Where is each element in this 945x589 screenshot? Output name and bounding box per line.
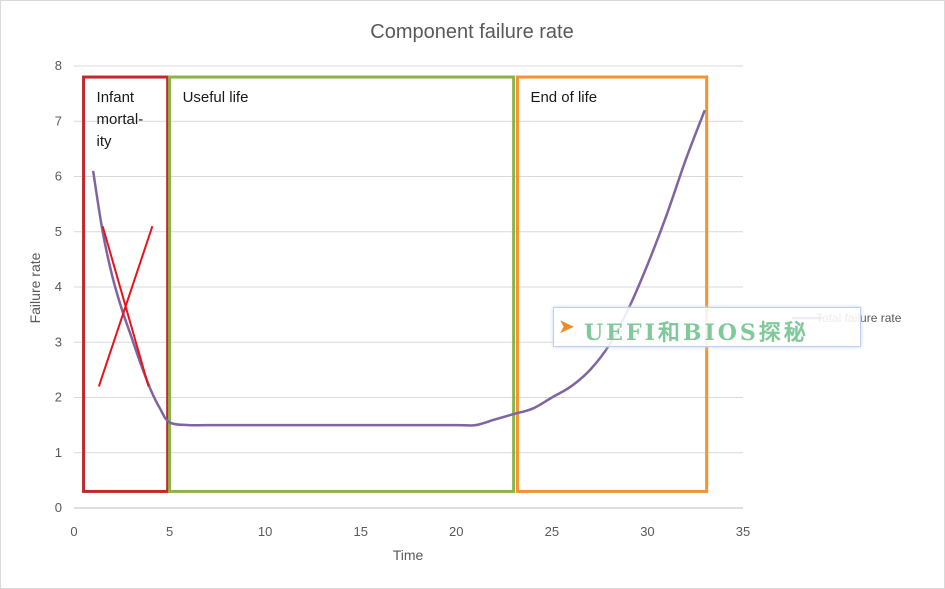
x-tick-label: 10 (258, 524, 272, 539)
rocket-icon: ➤ (558, 316, 575, 338)
x-tick-label: 35 (736, 524, 750, 539)
cross-mark-stroke (101, 225, 150, 387)
y-tick-label: 4 (55, 279, 62, 294)
y-tick-label: 5 (55, 224, 62, 239)
series-lines (91, 109, 706, 427)
x-tick-label: 25 (545, 524, 559, 539)
x-tick-labels: 0 5 10 15 20 25 30 35 (70, 524, 750, 539)
y-tick-label: 6 (55, 169, 62, 184)
y-tick-label: 8 (55, 58, 62, 73)
x-tick-label: 30 (640, 524, 654, 539)
y-tick-labels: 0 1 2 3 4 5 6 7 8 (55, 58, 62, 515)
phase-region-label: mortal- (97, 111, 144, 128)
annotations (97, 225, 154, 387)
phase-region-label: Infant (97, 89, 135, 106)
phase-region-label: End of life (530, 89, 597, 106)
x-tick-label: 15 (353, 524, 367, 539)
y-tick-label: 1 (55, 445, 62, 460)
y-tick-label: 3 (55, 334, 62, 349)
phase-region-label: ity (97, 133, 113, 150)
phase-region-box (515, 75, 709, 493)
y-tick-label: 7 (55, 113, 62, 128)
x-tick-label: 20 (449, 524, 463, 539)
phase-region-box (82, 75, 170, 493)
phase-region-label: Useful life (183, 89, 249, 106)
y-axis-title: Failure rate (27, 252, 43, 323)
chart-title: Component failure rate (370, 21, 573, 43)
y-tick-label: 2 (55, 390, 62, 405)
watermark-text: UEFI和BIOS探秘 (584, 320, 809, 346)
phase-region-box (168, 75, 516, 493)
x-axis-title: Time (393, 547, 424, 563)
phase-regions: Infant mortal-ity Useful life End of life (82, 75, 709, 493)
watermark-banner: ➤ UEFI和BIOS探秘 (553, 307, 861, 347)
gridlines (74, 65, 743, 509)
x-tick-label: 5 (166, 524, 173, 539)
y-tick-label: 0 (55, 500, 62, 515)
x-tick-label: 0 (70, 524, 77, 539)
series-line-total-failure-rate (91, 109, 706, 427)
